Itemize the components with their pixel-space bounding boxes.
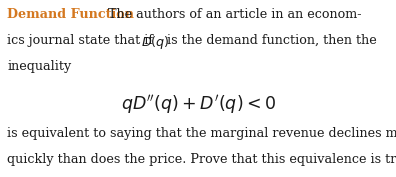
Text: is equivalent to saying that the marginal revenue declines more: is equivalent to saying that the margina…	[7, 127, 396, 140]
Text: is the demand function, then the: is the demand function, then the	[163, 34, 377, 47]
Text: $D(q)$: $D(q)$	[141, 34, 169, 51]
Text: The authors of an article in an econom-: The authors of an article in an econom-	[100, 8, 361, 21]
Text: $qD''(q) + D'(q) < 0$: $qD''(q) + D'(q) < 0$	[120, 93, 276, 116]
Text: inequality: inequality	[7, 60, 71, 73]
Text: quickly than does the price. Prove that this equivalence is true.: quickly than does the price. Prove that …	[7, 153, 396, 166]
Text: Demand Function: Demand Function	[7, 8, 134, 21]
Text: ics journal state that if: ics journal state that if	[7, 34, 157, 47]
